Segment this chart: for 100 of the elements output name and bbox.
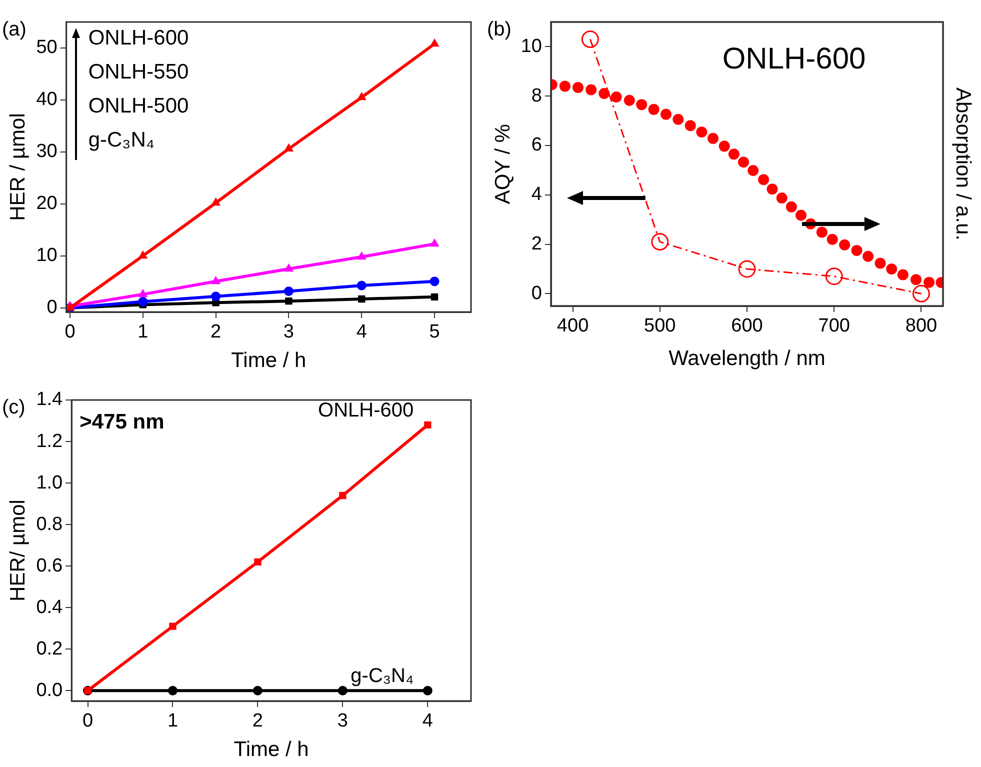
annotation: >475 nm <box>80 410 164 434</box>
point <box>874 258 886 269</box>
point <box>766 184 778 195</box>
x-axis-title: Time / h <box>231 349 306 372</box>
x-tick-label: 400 <box>556 316 589 337</box>
point <box>648 104 660 115</box>
point <box>738 156 750 168</box>
y-tick-label: 1.0 <box>36 472 63 494</box>
point <box>748 165 759 176</box>
point <box>776 192 788 204</box>
y-tick-label: 0.6 <box>36 555 63 576</box>
point <box>339 492 346 500</box>
y-tick-label: 10 <box>520 36 542 57</box>
y-axis-title: AQY / % <box>491 124 514 204</box>
point <box>816 226 828 238</box>
point <box>357 252 366 260</box>
point <box>610 92 622 103</box>
point <box>252 686 262 696</box>
point <box>430 293 438 301</box>
point <box>696 126 708 138</box>
point <box>285 298 292 305</box>
point <box>138 251 148 259</box>
annotation: ONLH-550 <box>88 60 189 84</box>
annotation: ONLH-600 <box>722 42 866 76</box>
point <box>598 88 610 99</box>
point <box>284 264 293 272</box>
x-tick-label: 2 <box>210 322 222 343</box>
point <box>839 239 850 250</box>
point <box>358 295 366 303</box>
y-tick-label: 8 <box>531 85 542 106</box>
point <box>718 140 730 152</box>
point <box>886 264 898 275</box>
y-tick-label: 0.2 <box>36 638 63 660</box>
point <box>684 120 696 132</box>
point <box>168 686 178 696</box>
annotation: ONLH-500 <box>88 94 189 118</box>
text: (a) <box>2 18 26 41</box>
point <box>651 233 669 251</box>
x-tick-label: 500 <box>644 316 676 337</box>
point <box>738 260 756 278</box>
y-tick-label: 0 <box>531 282 542 304</box>
x-tick-label: 3 <box>337 710 348 732</box>
x-axis-title: Time / h <box>234 738 309 762</box>
point <box>138 296 148 306</box>
point <box>338 686 348 696</box>
point <box>169 622 176 630</box>
x-tick-label: 0 <box>82 710 94 732</box>
point <box>284 286 294 296</box>
x-tick-label: 5 <box>429 322 440 343</box>
point <box>672 114 684 125</box>
text: (c) <box>2 396 26 419</box>
y-tick-label: 1.4 <box>36 389 64 410</box>
point <box>581 30 599 48</box>
point <box>825 268 843 286</box>
y-tick-label: 50 <box>36 37 58 58</box>
point <box>424 421 432 428</box>
point <box>786 201 797 212</box>
x-tick-label: 700 <box>818 316 850 337</box>
y-tick-label: 20 <box>36 193 58 214</box>
point <box>357 92 366 100</box>
y-tick-label: 0 <box>46 297 58 318</box>
x-tick-label: 4 <box>422 710 434 732</box>
point <box>211 292 221 302</box>
text: (b) <box>487 18 512 41</box>
y-tick-label: 0.8 <box>36 514 63 535</box>
point <box>660 108 672 120</box>
annotation: g-C₃N₄ <box>88 128 154 152</box>
y-tick-label: 2 <box>531 233 542 254</box>
point <box>708 132 719 144</box>
point <box>862 250 874 262</box>
point <box>356 280 366 290</box>
point <box>430 276 440 286</box>
point <box>624 94 635 106</box>
point <box>559 80 570 92</box>
point <box>924 276 935 288</box>
annotation: ONLH-600 <box>88 26 189 50</box>
x-tick-label: 1 <box>138 322 148 343</box>
series-label: g-C₃N₄ <box>350 665 414 688</box>
series-label: ONLH-600 <box>318 399 414 422</box>
point <box>910 274 922 286</box>
point <box>758 174 770 186</box>
y-tick-label: 30 <box>36 141 58 162</box>
x-tick-label: 800 <box>905 316 938 337</box>
x-tick-label: 3 <box>283 322 294 343</box>
point <box>851 244 862 256</box>
point <box>912 284 930 302</box>
x-tick-label: 4 <box>356 322 368 343</box>
point <box>796 210 807 221</box>
y-axis-title: HER/ µmol <box>6 500 30 602</box>
y-axis-title: HER / µmol <box>6 113 30 221</box>
x-tick-label: 1 <box>167 710 178 732</box>
point <box>572 82 584 94</box>
y-tick-label: 0.4 <box>36 596 64 618</box>
point <box>636 99 648 110</box>
y-tick-label: 4 <box>531 184 542 206</box>
point <box>826 234 838 245</box>
y-tick-label: 6 <box>531 134 542 156</box>
point <box>212 198 220 206</box>
point <box>422 686 432 696</box>
y-axis-title: Absorption / a.u. <box>952 88 975 240</box>
